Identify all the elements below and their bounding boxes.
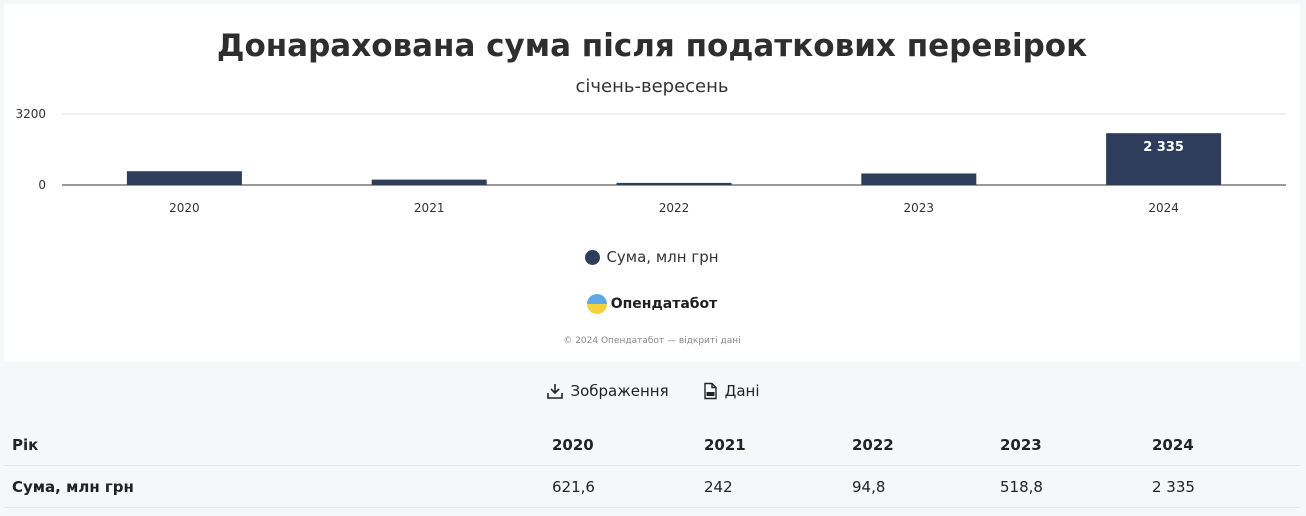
- copyright-text: © 2024 Опендатабот — відкриті дані: [563, 336, 741, 346]
- data-table: Рік 2020 2021 2022 2023 2024 Сума, млн г…: [4, 424, 1300, 508]
- x-tick-label: 2023: [904, 201, 935, 215]
- download-image-button[interactable]: Зображення: [546, 382, 669, 400]
- table-header-cell: 2024: [1152, 424, 1300, 466]
- legend-swatch: [585, 249, 601, 265]
- table-cell: 242: [704, 465, 852, 508]
- legend-label: Сума, млн грн: [606, 248, 719, 266]
- table-cell: 2 335: [1152, 465, 1300, 508]
- download-image-label: Зображення: [570, 382, 669, 400]
- bar-chart: 0 3200 2020 2021 2022 2023 2024 2 335: [15, 107, 1286, 215]
- bar-2023[interactable]: [861, 173, 977, 185]
- download-data-label: Дані: [724, 382, 760, 400]
- csv-file-icon: [703, 382, 717, 400]
- download-data-button[interactable]: Дані: [701, 382, 760, 400]
- chart-title: Донарахована сума після податкових перев…: [216, 28, 1088, 64]
- export-toolbar: Зображення Дані: [0, 382, 1306, 400]
- data-label: 2 335: [1143, 140, 1184, 155]
- x-tick-label: 2020: [169, 201, 200, 215]
- x-tick-label: 2024: [1148, 201, 1179, 215]
- opendatabot-logo-icon: [586, 294, 607, 314]
- table-row-label: Сума, млн грн: [4, 465, 552, 508]
- brand-logo: Опендатабот: [4, 294, 1300, 314]
- table-header-cell: 2021: [704, 424, 852, 466]
- brand-name: Опендатабот: [610, 296, 718, 312]
- bar-2024[interactable]: [1106, 133, 1222, 185]
- table-header-cell: 2020: [552, 424, 704, 466]
- bar-2022[interactable]: [616, 182, 732, 185]
- download-icon: [547, 384, 564, 399]
- table-header-cell: Рік: [4, 424, 552, 466]
- table-cell: 94,8: [852, 465, 1000, 508]
- x-tick-label: 2021: [414, 201, 445, 215]
- bar-2021[interactable]: [371, 179, 487, 185]
- chart-legend[interactable]: Сума, млн грн: [4, 248, 1300, 266]
- table-header-cell: 2022: [852, 424, 1000, 466]
- table-cell: 621,6: [552, 465, 704, 508]
- table-header-row: Рік 2020 2021 2022 2023 2024: [4, 424, 1300, 466]
- y-tick-label: 3200: [15, 107, 46, 121]
- chart-subtitle: січень-вересень: [575, 76, 729, 97]
- x-tick-label: 2022: [659, 201, 690, 215]
- bar-2020[interactable]: [126, 171, 242, 185]
- y-tick-label: 0: [38, 178, 46, 192]
- table-header-cell: 2023: [1000, 424, 1152, 466]
- chart-card: Донарахована сума після податкових перев…: [4, 4, 1300, 362]
- table-cell: 518,8: [1000, 465, 1152, 508]
- table-row: Сума, млн грн 621,6 242 94,8 518,8 2 335: [4, 465, 1300, 508]
